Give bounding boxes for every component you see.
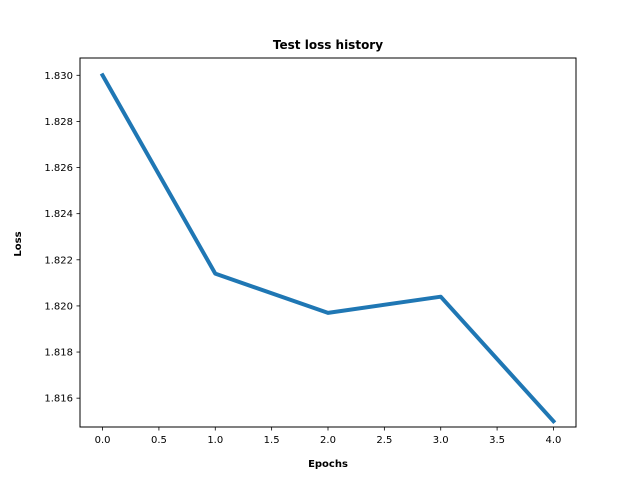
y-tick-label: 1.818	[44, 348, 73, 359]
x-tick-label: 3.5	[489, 435, 505, 446]
x-tick-label: 2.0	[320, 435, 336, 446]
x-tick-label: 2.5	[376, 435, 392, 446]
series-line	[99, 72, 557, 425]
y-axis: 1.816 1.818 1.820 1.822 1.824 1.826 1.828 1.830	[44, 71, 80, 405]
plot-area	[79, 57, 577, 428]
x-tick-label: 0.5	[151, 435, 167, 446]
y-tick-label: 1.830	[44, 71, 73, 82]
y-tick-label: 1.816	[44, 394, 73, 405]
chart-title: Test loss history	[273, 38, 383, 52]
x-tick-label: 3.0	[433, 435, 449, 446]
y-tick-label: 1.826	[44, 163, 73, 174]
x-axis: 0.0 0.5 1.0 1.5 2.0 2.5 3.0 3.5 4.0	[95, 427, 562, 446]
x-tick-label: 1.0	[207, 435, 223, 446]
y-tick-label: 1.820	[44, 301, 73, 312]
axes-frame	[79, 57, 577, 428]
series-layer	[99, 72, 557, 425]
x-axis-label: Epochs	[308, 459, 348, 470]
y-axis-label: Loss	[13, 231, 24, 256]
y-tick-label: 1.824	[44, 209, 73, 220]
y-tick-label: 1.828	[44, 117, 73, 128]
x-tick-label: 4.0	[546, 435, 562, 446]
x-tick-label: 1.5	[264, 435, 280, 446]
y-tick-label: 1.822	[44, 255, 73, 266]
x-tick-label: 0.0	[95, 435, 111, 446]
